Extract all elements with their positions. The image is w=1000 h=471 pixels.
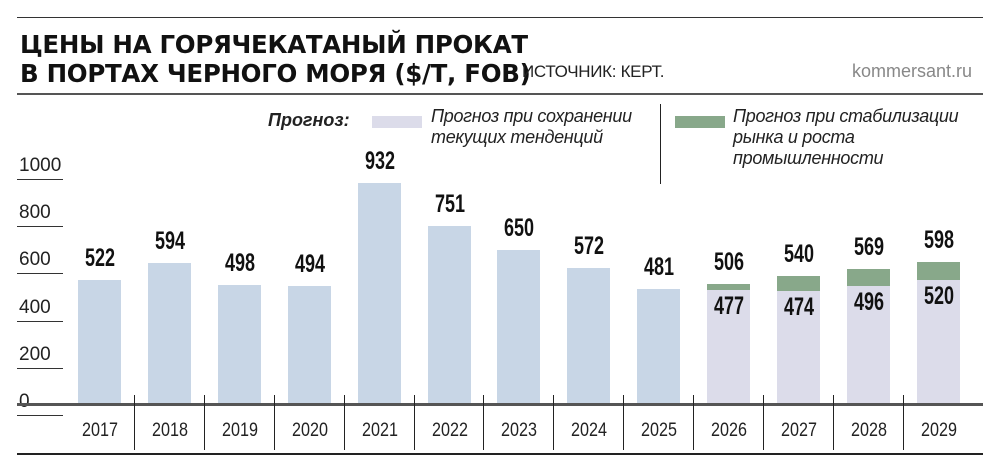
- x-tick-label: 2017: [82, 420, 118, 441]
- bar-historical: [287, 286, 331, 403]
- header-rule: [17, 93, 983, 95]
- y-tick-line: [17, 179, 63, 180]
- x-category-divider: [483, 395, 485, 450]
- y-tick-label: 600: [19, 249, 51, 271]
- bottom-rule: [17, 453, 983, 455]
- legend-divider: [660, 104, 661, 184]
- bar-value-label-current: 474: [783, 293, 815, 322]
- y-tick-line: [17, 226, 63, 228]
- x-category-divider: [832, 395, 834, 450]
- x-tick-label: 2024: [571, 420, 608, 441]
- bar-historical: [497, 249, 541, 403]
- bar-forecast-stabilization: [777, 275, 820, 292]
- bar-historical: [637, 289, 681, 403]
- title-line-2: В ПОРТАХ ЧЕРНОГО МОРЯ ($/Т, FOB): [20, 59, 531, 88]
- x-tick-label: 2026: [711, 420, 748, 441]
- chart-title: ЦЕНЫ НА ГОРЯЧЕКАТАНЫЙ ПРОКАТ В ПОРТАХ ЧЕ…: [20, 30, 531, 88]
- bar-forecast-current: [777, 291, 820, 403]
- x-tick-label: 2023: [501, 420, 538, 441]
- bar-historical: [567, 268, 611, 403]
- site-label: kommersant.ru: [851, 61, 972, 81]
- bar-value-label-current: 520: [923, 282, 954, 311]
- x-tick-label: 2025: [641, 420, 678, 441]
- x-category-divider: [343, 395, 345, 450]
- bar-value-label-stabilization: 598: [923, 225, 954, 254]
- x-category-divider: [133, 395, 135, 450]
- bar-forecast-current: [707, 290, 751, 403]
- y-tick-label: 0: [19, 391, 30, 412]
- x-category-divider: [553, 395, 555, 450]
- bar-value-label-stabilization: 569: [853, 232, 884, 261]
- x-tick-label: 2022: [431, 420, 468, 441]
- bar-value-label: 932: [364, 147, 395, 176]
- x-category-divider: [203, 395, 205, 450]
- bar-forecast-current: [916, 280, 960, 403]
- x-category-divider: [623, 395, 625, 450]
- x-tick-label: 2028: [850, 420, 887, 441]
- bar-value-label-stabilization: 540: [783, 239, 815, 268]
- x-tick-label: 2018: [151, 420, 188, 441]
- y-tick-line: [17, 367, 63, 369]
- bar-value-label: 494: [294, 250, 325, 279]
- bar-value-label: 481: [644, 253, 675, 282]
- y-tick-line: [17, 320, 63, 322]
- x-tick-label: 2027: [781, 420, 817, 441]
- legend-heading: Прогноз:: [268, 110, 350, 130]
- x-tick-label: 2029: [920, 420, 957, 441]
- x-category-divider: [273, 395, 275, 450]
- top-rule: [17, 17, 983, 18]
- bar-historical: [78, 279, 121, 403]
- x-tick-label: 2020: [291, 420, 328, 441]
- y-tick-label: 200: [19, 343, 51, 365]
- bar-value-label: 650: [504, 213, 535, 242]
- y-tick-label: 800: [19, 202, 51, 224]
- source-label: ИСТОЧНИК: КЕРТ.: [522, 62, 665, 81]
- bar-forecast-stabilization: [707, 283, 751, 291]
- bar-forecast-stabilization: [846, 268, 890, 286]
- bar-historical: [147, 262, 191, 403]
- bar-historical: [427, 225, 471, 403]
- bar-forecast-stabilization: [916, 261, 960, 281]
- x-category-divider: [902, 395, 904, 450]
- bar-forecast-current: [846, 285, 890, 403]
- bar-value-label-current: 496: [853, 287, 884, 316]
- x-category-divider: [763, 395, 764, 450]
- bar-historical: [217, 285, 261, 403]
- x-tick-label: 2021: [361, 420, 398, 441]
- legend-label-current: Прогноз при сохранении текущих тенденций: [431, 106, 632, 147]
- bar-value-label: 594: [154, 226, 185, 255]
- bar-value-label-current: 477: [714, 292, 745, 321]
- y-tick-line: [17, 273, 63, 275]
- bar-historical: [357, 183, 401, 403]
- y-tick-label: 400: [19, 296, 51, 318]
- bar-value-label-stabilization: 506: [714, 247, 745, 276]
- bar-value-label: 522: [84, 243, 116, 272]
- bar-value-label: 751: [434, 189, 465, 218]
- legend-swatch-current: [372, 116, 422, 128]
- bar-value-label: 498: [224, 249, 255, 278]
- legend-swatch-stabilization: [675, 116, 725, 128]
- bar-value-label: 572: [574, 232, 605, 260]
- legend-label-stabilization: Прогноз при стабилизации рынка и роста п…: [733, 106, 959, 168]
- x-tick-label: 2019: [221, 420, 258, 441]
- x-category-divider: [693, 395, 695, 450]
- title-line-1: ЦЕНЫ НА ГОРЯЧЕКАТАНЫЙ ПРОКАТ: [20, 30, 528, 59]
- y-tick-label: 1000: [19, 155, 62, 176]
- y-tick-line: [17, 415, 63, 416]
- x-axis: [17, 403, 983, 406]
- x-category-divider: [413, 395, 415, 450]
